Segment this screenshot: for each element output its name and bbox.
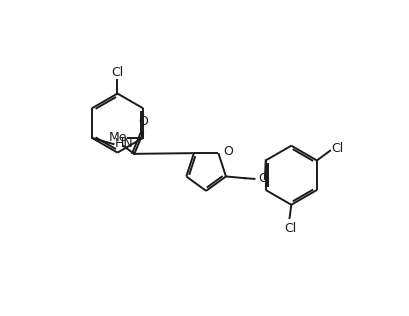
Text: O: O <box>258 172 268 185</box>
Text: O: O <box>138 115 148 128</box>
Text: Cl: Cl <box>331 142 344 155</box>
Text: HN: HN <box>115 137 134 150</box>
Text: Cl: Cl <box>285 222 297 235</box>
Text: O: O <box>223 145 233 158</box>
Text: Me: Me <box>109 131 127 144</box>
Text: Cl: Cl <box>111 66 124 79</box>
